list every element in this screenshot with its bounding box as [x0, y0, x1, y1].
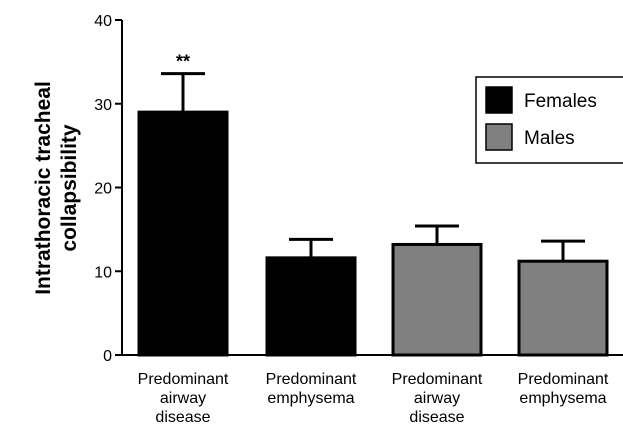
- category-labels: Predominant airway disease Predominant emphy…: [138, 371, 609, 426]
- y-tick-label: 10: [94, 264, 112, 281]
- category-label: Predominant airway disease: [392, 371, 483, 426]
- category-label: Predominant emphysema: [518, 371, 609, 407]
- bar: [137, 110, 229, 357]
- legend-label: Females: [524, 91, 597, 112]
- y-axis-label: Intrathoracic tracheal collapsibility: [32, 81, 81, 295]
- legend-swatch: [485, 123, 513, 151]
- legend-label: Males: [524, 128, 575, 149]
- legend: Females Males: [475, 76, 623, 164]
- y-tick-label: 20: [94, 181, 112, 198]
- bar: [391, 242, 483, 357]
- y-tick-label: 30: [94, 97, 112, 114]
- bars: **: [137, 52, 609, 357]
- category-label: Predominant emphysema: [266, 371, 357, 407]
- y-tick-label: 40: [94, 13, 112, 30]
- y-tick-label: 0: [103, 348, 112, 365]
- bar: [265, 256, 357, 357]
- legend-swatch: [485, 86, 513, 114]
- significance-annotation: **: [176, 52, 190, 72]
- bar: [517, 259, 609, 357]
- y-axis: 0 10 20 30 40: [94, 13, 123, 365]
- category-label: Predominant airway disease: [138, 371, 229, 426]
